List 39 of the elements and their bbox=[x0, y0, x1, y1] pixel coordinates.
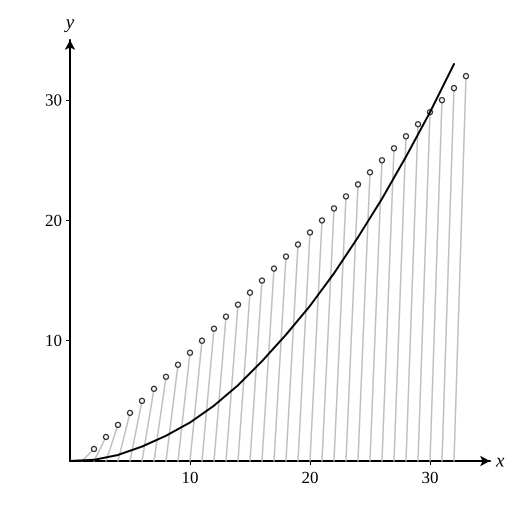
x-tick-label: 20 bbox=[302, 468, 318, 487]
point bbox=[150, 386, 158, 392]
y-tick-label: 10 bbox=[45, 331, 62, 350]
point bbox=[90, 446, 98, 452]
point bbox=[246, 289, 254, 296]
point bbox=[342, 193, 350, 200]
point bbox=[390, 145, 398, 152]
point bbox=[162, 374, 170, 380]
point bbox=[414, 121, 422, 128]
point bbox=[402, 133, 410, 140]
point bbox=[126, 410, 134, 416]
x-tick-label: 10 bbox=[182, 468, 198, 487]
point bbox=[198, 338, 206, 344]
point bbox=[294, 241, 302, 248]
x-tick-label: 30 bbox=[422, 468, 438, 487]
point bbox=[306, 229, 314, 236]
y-tick-label: 20 bbox=[45, 210, 62, 230]
point bbox=[102, 434, 110, 440]
point bbox=[318, 217, 326, 224]
point bbox=[210, 326, 218, 332]
point bbox=[450, 84, 458, 92]
point bbox=[138, 398, 146, 404]
point bbox=[462, 72, 470, 80]
point bbox=[114, 422, 122, 428]
point bbox=[234, 301, 242, 308]
point bbox=[366, 169, 374, 176]
point bbox=[222, 314, 230, 320]
x-axis-title: x bbox=[495, 450, 505, 472]
point bbox=[330, 205, 338, 212]
point bbox=[174, 362, 182, 368]
y-tick-label: 30 bbox=[45, 90, 62, 110]
point bbox=[438, 96, 446, 104]
y-axis-title: y bbox=[64, 12, 75, 33]
point bbox=[354, 181, 362, 188]
point bbox=[258, 277, 266, 284]
point bbox=[270, 265, 278, 272]
point bbox=[378, 157, 386, 164]
point bbox=[282, 253, 290, 260]
point bbox=[186, 350, 194, 356]
